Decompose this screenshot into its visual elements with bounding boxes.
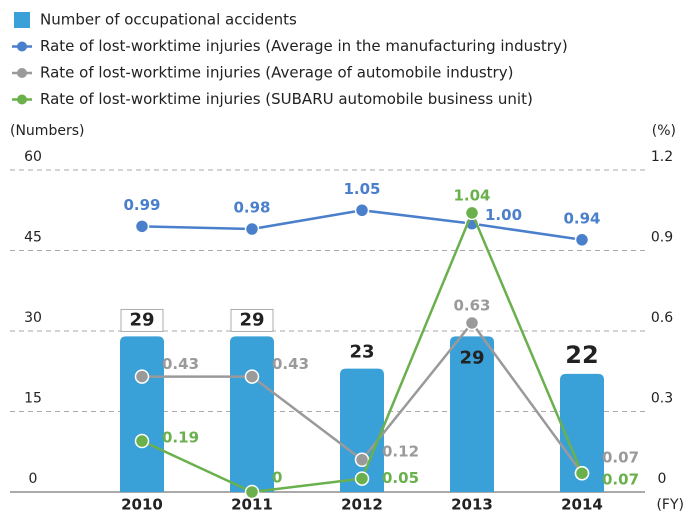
legend-label: Rate of lost-worktime injuries (Average … <box>40 37 568 55</box>
legend-swatch <box>14 12 30 28</box>
y-tick-label: 0 <box>29 471 38 487</box>
bar-value-label: 29 <box>129 309 154 330</box>
y-tick-label: 15 <box>24 391 42 407</box>
legend-marker <box>17 94 27 105</box>
point-value-label: 0.07 <box>602 471 639 489</box>
y-tick-label: 45 <box>24 230 42 246</box>
x-tick-label: 2012 <box>341 496 383 514</box>
bar <box>560 373 604 492</box>
legend-label: Number of occupational accidents <box>40 11 297 29</box>
y2-tick-label: 0.3 <box>651 391 673 407</box>
y2-tick-label: 0.6 <box>651 310 673 326</box>
point-value-label: 1.04 <box>453 186 490 204</box>
x-tick-label: 2011 <box>231 496 273 514</box>
legend-label: Rate of lost-worktime injuries (SUBARU a… <box>40 90 533 108</box>
bar-value-label: 23 <box>349 342 374 363</box>
y2-tick-label: 0.9 <box>651 230 673 246</box>
point-value-label: 0.98 <box>233 199 270 217</box>
point <box>134 433 150 449</box>
point <box>134 219 150 234</box>
y2-tick-label: 0 <box>658 471 667 487</box>
point <box>574 232 590 248</box>
y-tick-label: 30 <box>24 310 42 326</box>
point-value-label: 0.43 <box>162 355 199 373</box>
label-box <box>230 308 274 332</box>
point <box>134 369 150 384</box>
legend-marker <box>17 41 27 52</box>
bar <box>120 336 164 492</box>
point <box>354 471 370 486</box>
point <box>574 465 590 481</box>
point <box>464 315 480 331</box>
bar <box>230 336 274 492</box>
point-value-label: 0 <box>272 469 282 487</box>
bar <box>340 368 384 492</box>
legend-marker <box>17 68 27 78</box>
label-box <box>120 308 164 332</box>
bar-value-label: 29 <box>459 347 484 368</box>
point-value-label: 0.99 <box>123 196 160 214</box>
y2-tick-label: 1.2 <box>651 149 673 165</box>
point-value-label: 0.07 <box>602 449 639 467</box>
y2-axis-label: (%) <box>652 123 676 139</box>
x-axis-label: (FY) <box>656 497 684 513</box>
x-tick-label: 2010 <box>121 496 163 514</box>
bar-value-label: 29 <box>239 309 264 330</box>
point-value-label: 1.00 <box>485 206 522 224</box>
y-axis-label: (Numbers) <box>10 123 84 139</box>
point <box>354 203 370 218</box>
point <box>464 205 480 221</box>
point <box>244 484 260 500</box>
x-tick-label: 2014 <box>561 496 603 514</box>
y-tick-label: 60 <box>24 149 42 165</box>
x-tick-label: 2013 <box>451 496 493 514</box>
bar-value-label: 22 <box>565 341 598 369</box>
point-value-label: 0.19 <box>162 429 199 447</box>
bar <box>450 336 494 492</box>
point-value-label: 0.05 <box>382 469 419 487</box>
point <box>244 221 260 237</box>
point-value-label: 0.12 <box>382 442 419 460</box>
point-value-label: 0.43 <box>272 355 309 373</box>
point-value-label: 1.05 <box>343 180 380 198</box>
point-value-label: 0.63 <box>453 296 490 314</box>
point <box>244 369 260 384</box>
point-value-label: 0.94 <box>563 209 600 227</box>
legend-label: Rate of lost-worktime injuries (Average … <box>40 64 513 82</box>
